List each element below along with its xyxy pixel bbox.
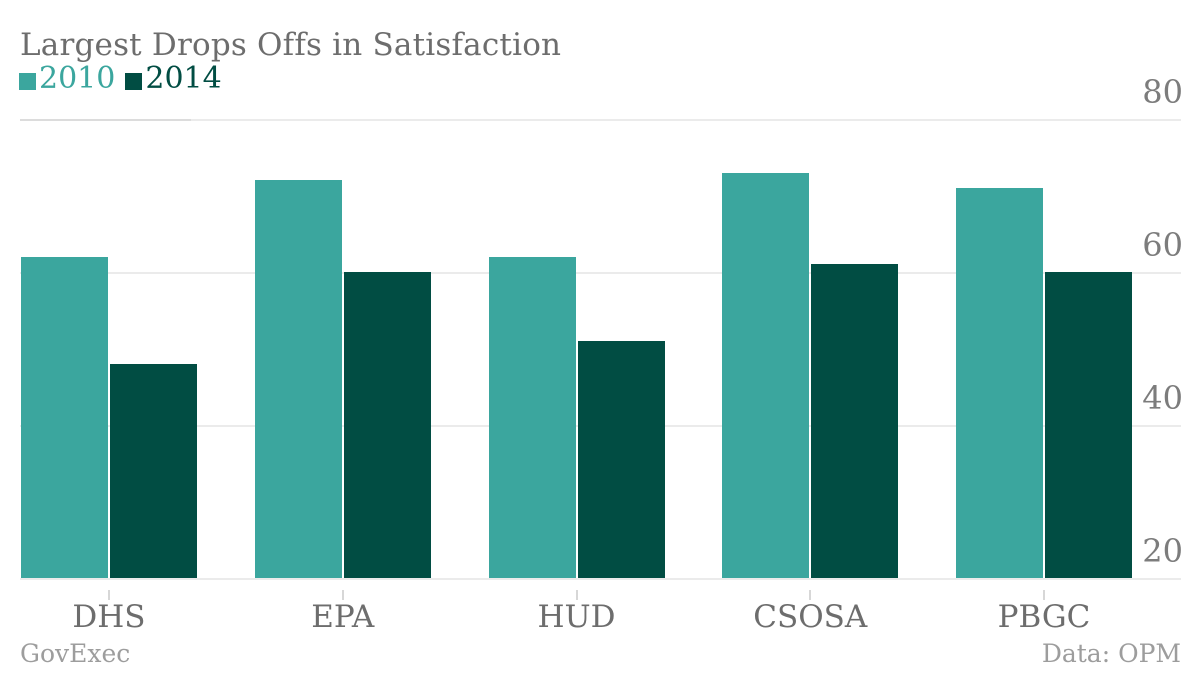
legend-item-2014: 2014: [125, 61, 222, 96]
bar-group-HUD: [488, 256, 665, 578]
bar-PBGC-2010: [956, 187, 1043, 578]
chart-legend: 2010 2014: [19, 64, 232, 94]
y-axis-label-80: 80: [1142, 73, 1183, 111]
bar-group-PBGC: [956, 187, 1132, 578]
x-axis-label-HUD: HUD: [537, 599, 616, 635]
bar-CSOSA-2010: [722, 172, 810, 578]
data-source-text: Data: OPM: [1041, 639, 1181, 668]
bar-PBGC-2014: [1045, 272, 1132, 578]
bar-DHS-2014: [110, 363, 197, 578]
legend-swatch-2010: [19, 73, 36, 90]
x-axis-label-PBGC: PBGC: [997, 599, 1091, 635]
bar-group-EPA: [254, 180, 431, 578]
bar-CSOSA-2014: [811, 264, 899, 578]
attribution-text: GovExec: [20, 639, 131, 668]
x-tick-HUD: [575, 590, 578, 600]
y-axis-label-60: 60: [1142, 226, 1183, 264]
legend-label-2010: 2010: [39, 61, 116, 96]
bar-DHS-2010: [21, 256, 108, 578]
x-axis-label-DHS: DHS: [72, 599, 146, 635]
bar-HUD-2010: [488, 256, 576, 578]
legend-item-2010: 2010: [19, 64, 115, 94]
chart-title: Largest Drops Offs in Satisfaction: [20, 27, 562, 63]
bar-group-DHS: [21, 256, 197, 578]
gridline-60: [20, 272, 1181, 274]
top-gridline-tick-segment: [20, 119, 191, 121]
x-tick-EPA: [341, 590, 344, 600]
y-axis-label-20: 20: [1142, 532, 1183, 570]
x-tick-PBGC: [1043, 590, 1045, 600]
y-axis-label-40: 40: [1142, 379, 1183, 417]
legend-label-2014: 2014: [145, 61, 222, 96]
gridline-20: [20, 578, 1181, 580]
legend-swatch-2014: [125, 73, 143, 90]
x-axis-label-EPA: EPA: [311, 599, 375, 635]
bar-EPA-2010: [254, 180, 342, 578]
x-tick-DHS: [108, 590, 110, 600]
bar-HUD-2014: [577, 340, 665, 578]
x-tick-CSOSA: [809, 590, 812, 600]
bar-EPA-2014: [343, 272, 431, 578]
bar-group-CSOSA: [722, 172, 899, 578]
gridline-80: [20, 119, 1181, 121]
x-axis-label-CSOSA: CSOSA: [753, 599, 868, 635]
